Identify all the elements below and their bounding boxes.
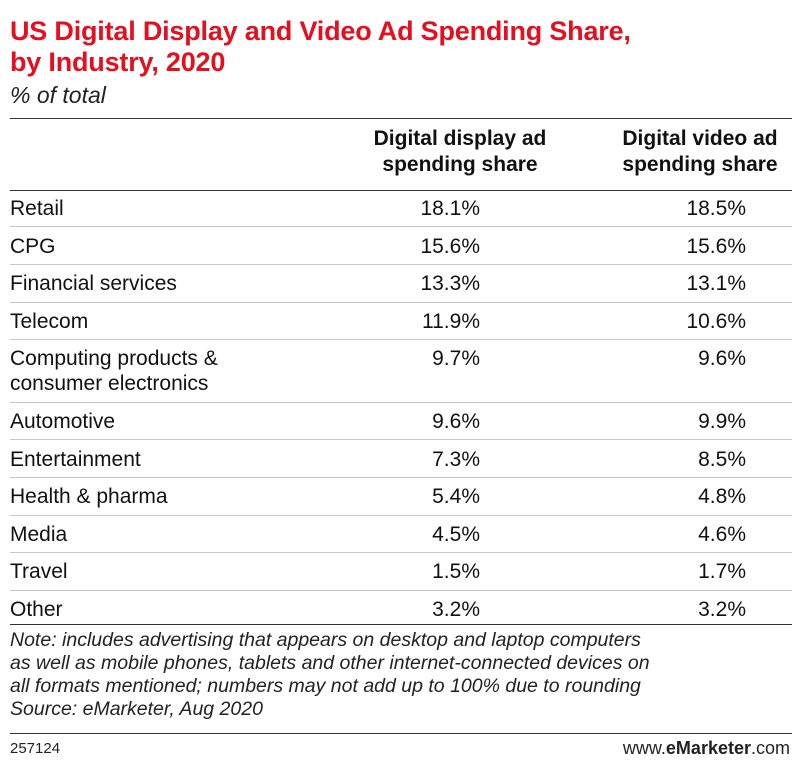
- display-share-cell: 4.5%: [432, 522, 480, 546]
- row-label: Travel: [10, 559, 310, 584]
- row-label: Media: [10, 522, 310, 547]
- video-share-cell: 8.5%: [698, 447, 746, 471]
- video-share-cell: 15.6%: [686, 234, 746, 258]
- video-share-cell: 1.7%: [698, 560, 746, 584]
- brand-suffix: .com: [750, 738, 790, 758]
- row-label: Telecom: [10, 309, 310, 334]
- column-header-video: Digital video ad spending share: [595, 126, 800, 178]
- display-share-cell: 7.3%: [432, 447, 480, 471]
- row-divider: [10, 589, 792, 591]
- column-header-display-line-2: spending share: [382, 153, 538, 176]
- column-header-display-line-1: Digital display ad: [373, 127, 547, 150]
- video-share-cell: 3.2%: [698, 598, 746, 621]
- row-label-line: CPG: [10, 234, 56, 258]
- note-line-3: all formats mentioned; numbers may not a…: [10, 675, 641, 697]
- brand-prefix: www.: [622, 738, 666, 758]
- video-share-cell: 18.5%: [686, 197, 746, 220]
- display-share-cell: 13.3%: [420, 272, 480, 296]
- display-share-cell: 1.5%: [432, 560, 480, 584]
- display-share-cell: 5.4%: [432, 485, 480, 509]
- display-share-cell: 15.6%: [420, 234, 480, 258]
- row-divider: [10, 476, 792, 478]
- brand-link[interactable]: www.eMarketer.com: [623, 738, 790, 759]
- note-line-1: Note: includes advertising that appears …: [10, 629, 641, 651]
- header-divider: [10, 190, 792, 191]
- source-line: Source: eMarketer, Aug 2020: [10, 698, 263, 720]
- column-header-display: Digital display ad spending share: [330, 126, 590, 178]
- note-divider: [10, 624, 792, 625]
- row-label-line: Financial services: [10, 272, 177, 296]
- video-share-cell: 13.1%: [686, 272, 746, 296]
- row-label: Financial services: [10, 271, 310, 296]
- chart-title: US Digital Display and Video Ad Spending…: [10, 0, 792, 78]
- column-header-video-line-2: spending share: [622, 153, 778, 176]
- display-share-cell: 3.2%: [432, 598, 480, 621]
- row-label-line: Travel: [10, 560, 68, 584]
- row-label: Retail: [10, 196, 310, 221]
- chart-note: Note: includes advertising that appears …: [10, 629, 792, 721]
- row-label: Entertainment: [10, 447, 310, 472]
- chart-title-line-2: by Industry, 2020: [10, 47, 226, 77]
- row-label-line: Automotive: [10, 410, 116, 433]
- video-share-cell: 4.6%: [698, 522, 746, 546]
- row-label: Other: [10, 597, 310, 622]
- row-divider: [10, 439, 792, 441]
- video-share-cell: 9.6%: [698, 347, 746, 371]
- chart-subtitle: % of total: [10, 82, 106, 108]
- top-divider: [10, 118, 792, 119]
- display-share-cell: 18.1%: [420, 197, 480, 220]
- note-line-2: as well as mobile phones, tablets and ot…: [10, 652, 650, 674]
- row-label-line: Computing products &: [10, 347, 218, 371]
- row-label: Computing products & consumer electronics: [10, 346, 310, 396]
- row-divider: [10, 401, 792, 403]
- row-divider: [10, 226, 792, 228]
- video-share-cell: 10.6%: [686, 309, 746, 333]
- footer-divider: [10, 733, 792, 734]
- row-label-line: Telecom: [10, 309, 89, 333]
- display-share-cell: 9.6%: [432, 410, 480, 433]
- display-share-cell: 11.9%: [422, 309, 480, 333]
- chart-id: 257124: [10, 740, 61, 757]
- video-share-cell: 9.9%: [698, 410, 746, 433]
- row-divider: [10, 339, 792, 341]
- row-label-line: consumer electronics: [10, 372, 209, 396]
- column-header-video-line-1: Digital video ad: [622, 127, 778, 150]
- row-label-line: Other: [10, 598, 63, 621]
- video-share-cell: 4.8%: [698, 485, 746, 509]
- chart-container: US Digital Display and Video Ad Spending…: [10, 0, 792, 758]
- chart-title-line-1: US Digital Display and Video Ad Spending…: [10, 16, 631, 46]
- display-share-cell: 9.7%: [432, 347, 480, 371]
- row-label: Health & pharma: [10, 484, 310, 509]
- row-label: Automotive: [10, 409, 310, 434]
- row-divider: [10, 301, 792, 303]
- row-label-line: Media: [10, 522, 68, 546]
- row-label-line: Retail: [10, 197, 64, 220]
- brand-name: eMarketer: [665, 738, 751, 758]
- row-divider: [10, 263, 792, 265]
- row-label: CPG: [10, 234, 310, 259]
- row-divider: [10, 514, 792, 516]
- row-label-line: Health & pharma: [10, 485, 168, 509]
- row-divider: [10, 552, 792, 554]
- row-label-line: Entertainment: [10, 447, 141, 471]
